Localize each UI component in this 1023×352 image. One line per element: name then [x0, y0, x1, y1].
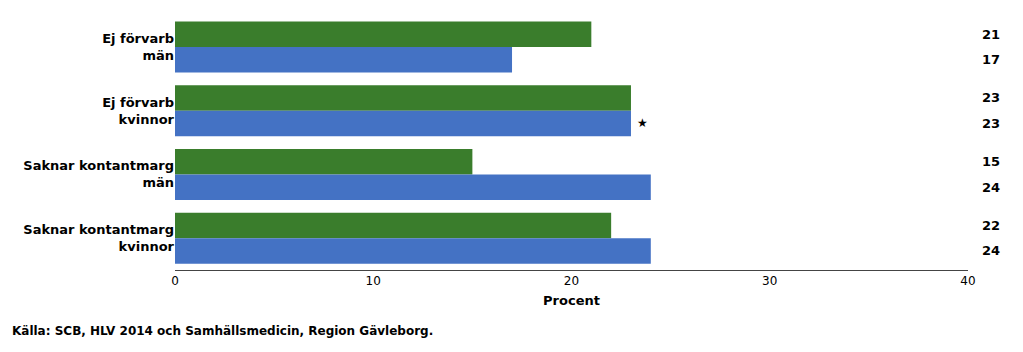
svg-text:21: 21 [982, 27, 1000, 42]
svg-text:20: 20 [564, 274, 579, 288]
svg-text:15: 15 [982, 154, 1000, 169]
svg-text:24: 24 [982, 180, 1000, 195]
svg-text:Saknar kontantmargkvinnor: Saknar kontantmargkvinnor [23, 222, 174, 254]
svg-text:Procent: Procent [543, 293, 600, 308]
svg-text:0: 0 [171, 274, 179, 288]
svg-text:22: 22 [982, 218, 1000, 233]
svg-text:23: 23 [982, 90, 1000, 105]
svg-text:40: 40 [960, 274, 975, 288]
svg-text:24: 24 [982, 243, 1000, 258]
svg-text:17: 17 [982, 52, 1000, 67]
svg-text:Ej förvarbkvinnor: Ej förvarbkvinnor [102, 95, 174, 127]
svg-text:★: ★ [637, 116, 648, 130]
svg-text:Ej förvarbmän: Ej förvarbmän [102, 31, 174, 63]
svg-text:10: 10 [366, 274, 381, 288]
svg-text:23: 23 [982, 116, 1000, 131]
svg-text:Saknar kontantmargmän: Saknar kontantmargmän [23, 158, 174, 190]
svg-text:30: 30 [762, 274, 777, 288]
svg-text:Källa: SCB, HLV 2014 och Samhä: Källa: SCB, HLV 2014 och Samhällsmedicin… [12, 324, 433, 338]
